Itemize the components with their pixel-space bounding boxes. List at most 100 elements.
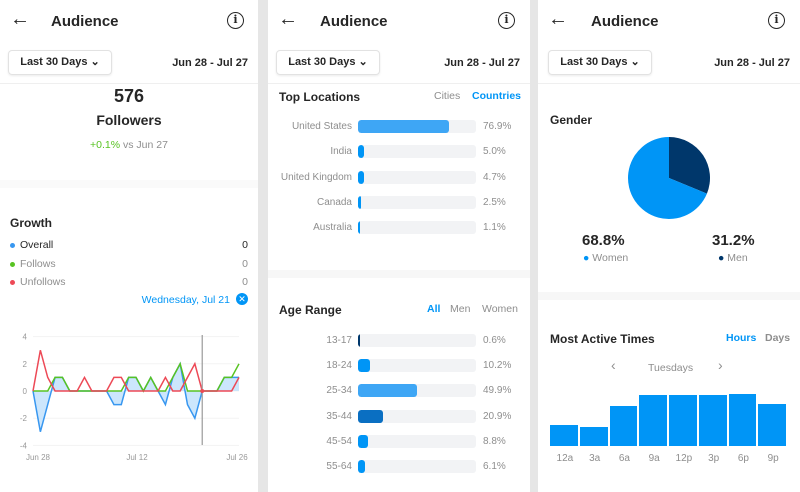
- bar-track: [358, 409, 476, 423]
- bar-value: 0.6%: [483, 335, 506, 346]
- bar-fill: [358, 120, 449, 133]
- legend-label: Unfollows: [20, 276, 66, 288]
- y-tick-label: 4: [23, 333, 28, 342]
- legend-dot-icon: [10, 261, 15, 267]
- arrow-left-icon[interactable]: ←: [10, 8, 30, 30]
- y-tick-label: 0: [23, 387, 28, 396]
- section-gap: [268, 270, 530, 278]
- bar-value: 2.5%: [483, 196, 506, 208]
- tab-men[interactable]: Men: [450, 303, 471, 315]
- legend-value: 0: [242, 257, 248, 270]
- bar-fill: [358, 409, 383, 423]
- bar-value: 49.9%: [483, 385, 512, 397]
- legend-label: Follows: [20, 257, 56, 270]
- y-tick-label: -2: [20, 414, 28, 423]
- bar-value: 10.2%: [483, 360, 512, 372]
- active-bar[interactable]: [758, 403, 786, 446]
- followers-count: 576: [113, 86, 145, 106]
- y-tick-label: 2: [23, 360, 28, 369]
- men-dot-icon: ●: [718, 252, 725, 264]
- chevron-down-icon: ⌄: [90, 56, 100, 68]
- bar-fill: [358, 434, 369, 448]
- bar-row: 25-34 49.9%: [268, 384, 530, 409]
- next-day-icon[interactable]: ›: [718, 357, 723, 373]
- x-tick-label: Jul 26: [226, 453, 248, 462]
- tab-hours[interactable]: Hours: [726, 332, 757, 344]
- active-bar[interactable]: [550, 425, 578, 446]
- series-line-unfollows: [32, 350, 240, 392]
- info-icon[interactable]: i: [498, 12, 515, 29]
- active-bar[interactable]: [639, 395, 667, 446]
- pie-slice-women: [628, 137, 707, 219]
- followers-change: +0.1%: [90, 139, 121, 151]
- tab-days[interactable]: Days: [765, 332, 791, 344]
- bar-value: 6.1%: [483, 460, 506, 472]
- active-bar[interactable]: [609, 406, 638, 446]
- selection-point: [200, 389, 205, 393]
- legend-dot-icon: [10, 243, 15, 248]
- bar-track: [358, 170, 476, 184]
- tab-all[interactable]: All: [427, 303, 441, 315]
- bar-label: 55-64: [326, 460, 352, 472]
- section-gap: [0, 180, 258, 188]
- growth-chart[interactable]: 4 2 0 -2 -4 Jun 28 Jul 12 Jul 26: [0, 325, 258, 470]
- bar-track: [358, 359, 476, 373]
- men-percent: 31.2%: [712, 232, 755, 249]
- bar-fill: [358, 170, 364, 184]
- info-icon[interactable]: i: [227, 12, 244, 29]
- bar-track: [358, 221, 476, 235]
- bar-row: Australia 1.1%: [268, 221, 530, 246]
- active-times-title: Most Active Times: [550, 332, 655, 346]
- bar-track: [358, 120, 476, 133]
- active-bar[interactable]: [579, 426, 608, 446]
- divider: [268, 83, 530, 84]
- bar-label: India: [330, 146, 352, 158]
- x-tick-label: Jul 12: [126, 453, 148, 462]
- date-filter-dropdown[interactable]: Last 30 Days ⌄: [8, 50, 112, 75]
- legend-value: 0: [242, 239, 248, 251]
- bar-fill: [358, 195, 361, 209]
- arrow-left-icon[interactable]: ←: [548, 8, 568, 30]
- bar-track: [358, 145, 476, 159]
- bar-label: Australia: [313, 222, 352, 234]
- bar-track: [358, 384, 476, 398]
- bar-row: 55-64 6.1%: [268, 459, 530, 485]
- bar-label: 18-24: [326, 360, 352, 372]
- bar-track: [358, 334, 476, 347]
- active-bar[interactable]: [669, 394, 697, 446]
- tab-women[interactable]: Women: [482, 303, 518, 315]
- panel-locations-age: ← Audience i Last 30 Days ⌄ Jun 28 - Jul…: [268, 0, 530, 492]
- page-title: Audience: [320, 13, 388, 30]
- active-bar[interactable]: [728, 394, 757, 446]
- active-bar-label: 12p: [675, 453, 693, 464]
- bar-fill: [358, 334, 360, 347]
- active-bar-label: 9p: [767, 453, 779, 464]
- clear-selection-icon[interactable]: ✕: [236, 293, 248, 305]
- tab-countries[interactable]: Countries: [472, 90, 522, 102]
- bar-label: 35-44: [326, 410, 352, 422]
- arrow-left-icon[interactable]: ←: [278, 8, 298, 30]
- selected-date: Wednesday, Jul 21: [141, 294, 230, 306]
- active-bar-label: 3p: [708, 453, 720, 464]
- active-bar-label: 12a: [556, 453, 574, 464]
- tab-cities[interactable]: Cities: [434, 90, 461, 102]
- gender-pie-chart: [628, 137, 710, 219]
- bar-row: 45-54 8.8%: [268, 434, 530, 460]
- active-bar[interactable]: [698, 394, 727, 446]
- page-title: Audience: [591, 13, 659, 30]
- bar-value: 1.1%: [483, 222, 506, 234]
- bar-track: [358, 459, 476, 473]
- bar-fill: [358, 459, 366, 473]
- date-range: Jun 28 - Jul 27: [714, 57, 790, 69]
- women-dot-icon: ●: [583, 252, 590, 264]
- bar-fill: [358, 359, 371, 373]
- date-filter-dropdown[interactable]: Last 30 Days ⌄: [276, 50, 380, 75]
- info-icon[interactable]: i: [768, 12, 785, 29]
- prev-day-icon[interactable]: ‹: [611, 357, 616, 373]
- date-filter-dropdown[interactable]: Last 30 Days ⌄: [548, 50, 652, 75]
- bar-track: [358, 195, 476, 209]
- bar-label: 25-34: [326, 385, 352, 397]
- y-tick-label: -4: [20, 441, 28, 450]
- growth-title: Growth: [10, 216, 52, 230]
- bar-fill: [358, 384, 417, 398]
